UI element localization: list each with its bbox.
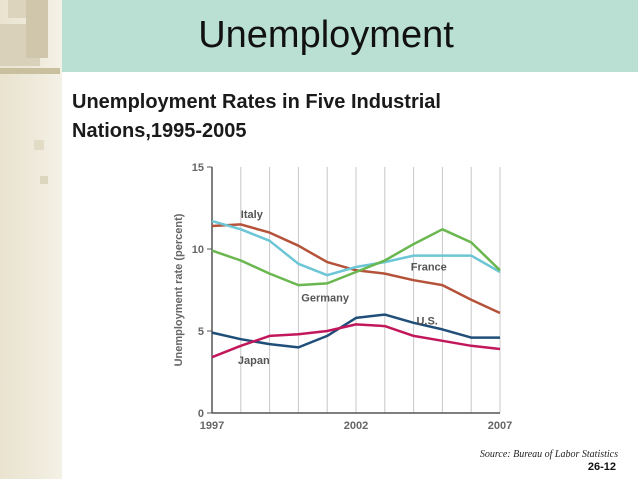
decor-block: [34, 140, 44, 150]
decor-block: [8, 0, 26, 18]
source-note: Source: Bureau of Labor Statistics: [479, 449, 618, 460]
y-tick-label: 10: [192, 244, 204, 256]
x-tick-label: 2007: [488, 420, 512, 432]
decor-block: [40, 176, 48, 184]
x-tick-label: 1997: [200, 420, 224, 432]
unemployment-line-chart: 0 5 10 15 1997 2002 2007 Unemployment rate (per…: [173, 162, 512, 432]
x-tick-label: 2002: [344, 420, 368, 432]
decor-block: [0, 68, 60, 74]
series-label-italy: Italy: [241, 209, 264, 221]
y-tick-label: 15: [192, 162, 204, 174]
series-line-france: [211, 219, 501, 277]
title-band: [62, 0, 638, 72]
series-line-japan: [211, 323, 501, 359]
series-line-italy: [211, 223, 501, 315]
slide-number: 26-12: [587, 461, 616, 473]
series-line-us: [211, 313, 500, 349]
decor-block: [26, 0, 48, 58]
series-label-france: France: [411, 261, 447, 273]
y-tick-label: 0: [198, 408, 204, 420]
slide-subtitle: Unemployment Rates in Five Industrial Na…: [72, 91, 441, 142]
series-label-japan: Japan: [238, 355, 270, 367]
series-label-germany: Germany: [301, 292, 350, 304]
y-tick-label: 5: [198, 326, 204, 338]
slide-title: Unemployment: [198, 14, 454, 56]
series-line-germany: [211, 228, 501, 287]
left-decoration-bar: [0, 0, 62, 479]
series-label-us: U.S.: [416, 315, 437, 327]
y-axis-title: Unemployment rate (percent): [173, 213, 185, 366]
